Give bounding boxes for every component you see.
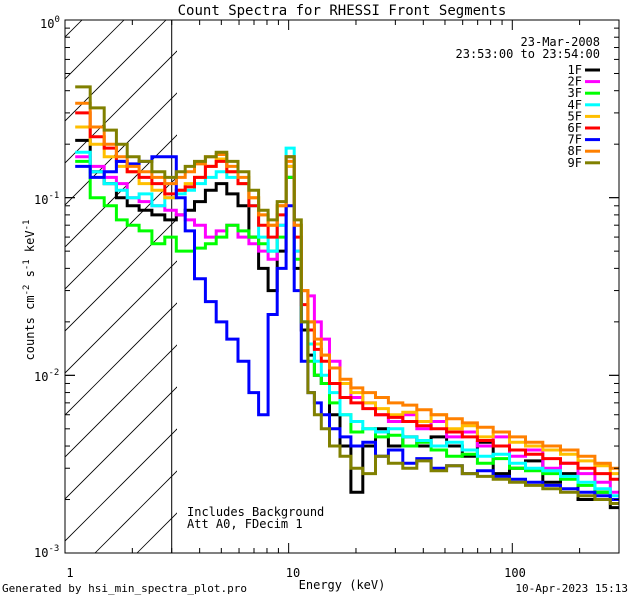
hatch-line [65,92,177,206]
hatch-line [65,344,177,458]
y-axis-label: counts cm-2 s-1 keV-1 [22,220,37,361]
hatch-line [65,428,177,542]
legend-label-3F: 3F [568,86,582,100]
hatch-line [65,176,177,290]
series-6F [75,111,619,481]
hatch-line [65,134,177,248]
hatch-line [65,260,177,374]
hatch-line [263,0,640,553]
y-axis-ticks [65,19,619,554]
hatch-line [65,50,177,164]
series-2F [75,155,619,494]
svg-text:counts cm-2 s-1 keV-1: counts cm-2 s-1 keV-1 [22,220,37,361]
legend-label-4F: 4F [568,98,582,112]
annotation-background: Includes Background [187,505,324,519]
series-layer [75,85,619,510]
footer-generated-by: Generated by hsi_min_spectra_plot.pro [2,582,248,595]
y-tick-label-10^-1: 10-1 [34,191,59,207]
hatch-line [136,512,177,553]
y-tick-label-10^-3: 10-3 [34,544,59,560]
legend-label-5F: 5F [568,109,582,123]
x-axis-label: Energy (keV) [299,578,386,592]
hatch-line [65,302,177,416]
y-tick-label-10^0: 100 [40,15,60,31]
hatch-line [65,20,167,122]
legend-label-9F: 9F [568,156,582,170]
series-9F [75,85,619,505]
legend-label-6F: 6F [568,121,582,135]
svg-text:10-3: 10-3 [34,544,59,560]
svg-text:10-2: 10-2 [34,368,59,384]
legend-label-2F: 2F [568,75,582,89]
x-axis-ticks [64,20,620,553]
hatch-line [65,218,177,332]
footer-timestamp: 10-Apr-2023 15:13 [515,582,628,595]
y-tick-label-10^-2: 10-2 [34,368,59,384]
hatched-region [0,0,640,553]
chart-title: Count Spectra for RHESSI Front Segments [178,3,507,19]
hatch-line [65,20,83,38]
hatch-line [65,386,177,500]
series-8F [75,101,619,470]
hatch-line [0,0,25,553]
legend-label-8F: 8F [568,144,582,158]
date-label: 23-Mar-2008 [521,35,600,49]
legend-label-7F: 7F [568,133,582,147]
annotation-attenuator: Att A0, FDecim 1 [187,517,303,531]
series-1F [75,138,619,510]
svg-text:10-1: 10-1 [34,191,59,207]
x-tick-label-1: 1 [66,566,73,580]
x-tick-label-100: 100 [504,566,526,580]
time-range-label: 23:53:00 to 23:54:00 [456,47,601,61]
legend-label-1F: 1F [568,63,582,77]
x-tick-label-10: 10 [286,566,300,580]
plot-frame [64,19,620,554]
svg-text:100: 100 [40,15,60,31]
